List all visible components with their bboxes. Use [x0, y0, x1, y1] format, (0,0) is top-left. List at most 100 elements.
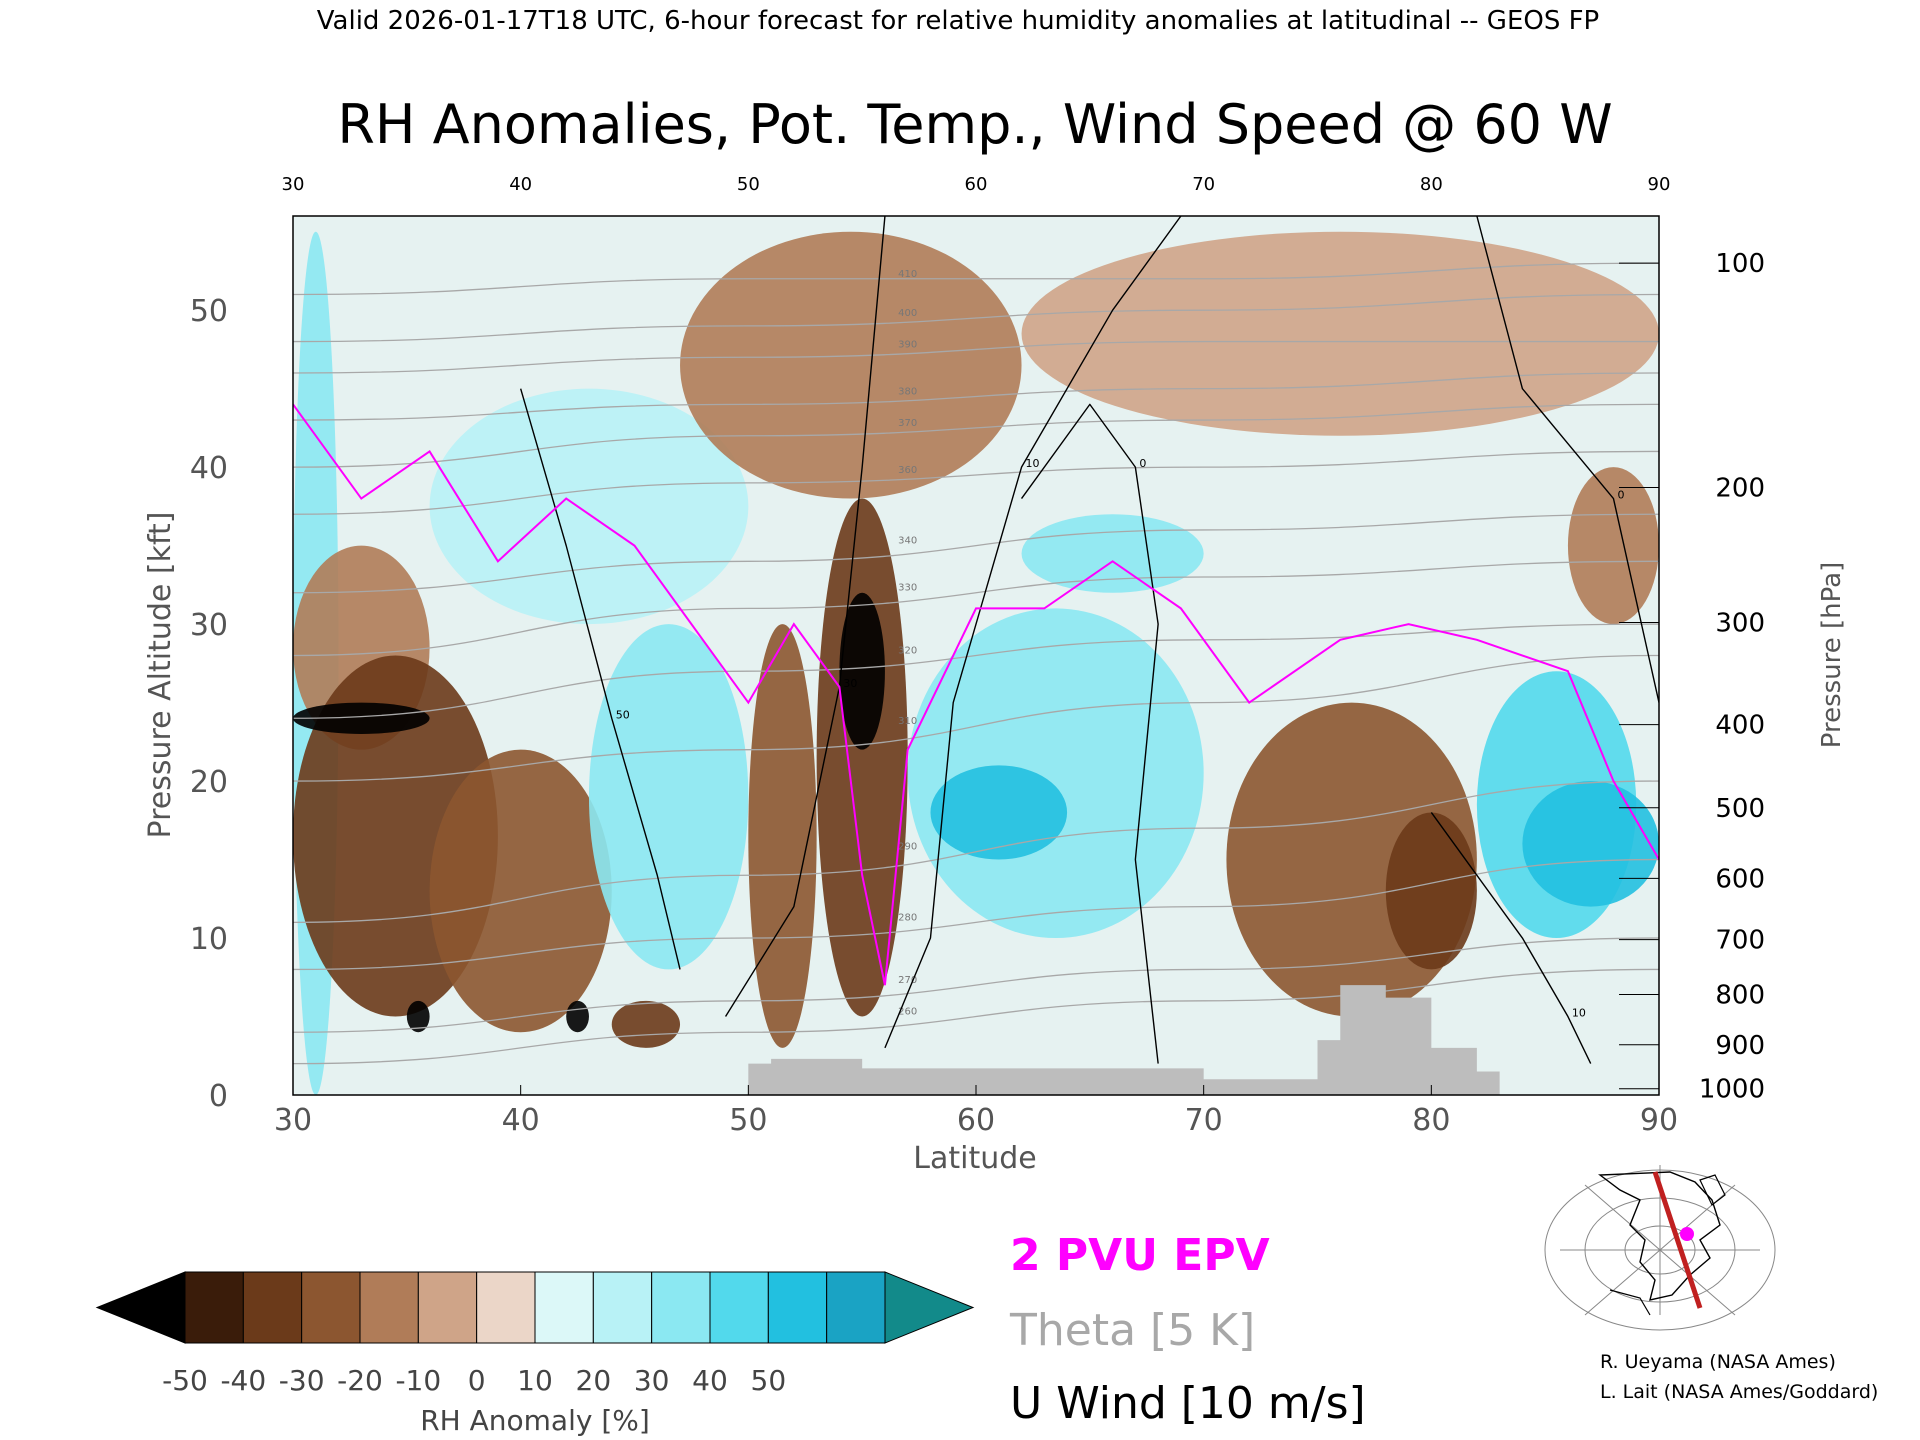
pressure-tick-label: 1000	[1699, 1075, 1765, 1105]
y-tick-label: 40	[190, 451, 228, 486]
rh-anomaly-region	[680, 231, 1022, 499]
theta-contour-line	[293, 780, 1659, 923]
rh-anomaly-region	[1567, 467, 1659, 625]
x-axis-ticks: 30 40 50 60 70 80 90	[274, 1085, 1678, 1138]
u-wind-contour-label: 30	[843, 677, 857, 690]
u-wind-contour-line	[1020, 403, 1159, 1064]
theta-contour-label: 340	[898, 536, 917, 547]
x-axis-label: Latitude	[913, 1141, 1036, 1176]
y-tick-label: 30	[190, 608, 228, 643]
pressure-tick-label: 700	[1715, 926, 1765, 956]
rh-anomaly-region	[429, 749, 612, 1033]
rh-anomaly-region	[1522, 781, 1659, 907]
pressure-tick-label: 200	[1715, 474, 1765, 504]
theta-contour-label: 280	[898, 912, 917, 923]
top-tick-label: 50	[737, 174, 760, 195]
x-tick-label: 70	[1185, 1103, 1223, 1138]
colorbar-tick-label: 40	[692, 1364, 728, 1397]
colorbar-tick-label: -20	[337, 1364, 383, 1397]
pressure-tick-label: 300	[1715, 609, 1765, 639]
colorbar-tick-label: -50	[162, 1364, 208, 1397]
colorbar-swatch	[301, 1271, 361, 1344]
theta-contour-line	[293, 262, 1659, 296]
colorbar-low-extension	[95, 1271, 186, 1344]
cross-section-line	[1652, 1171, 1703, 1309]
theta-contour-line	[293, 293, 1659, 343]
u-wind-contour-label: 10	[1572, 1007, 1586, 1020]
y-axis-ticks: 0 10 20 30 40 50	[190, 294, 228, 1114]
u-wind-contour-label: 0	[1617, 489, 1624, 502]
colorbar-tick-label: 50	[751, 1364, 787, 1397]
theta-contour-line	[293, 623, 1659, 719]
y-axis-label: Pressure Altitude [kft]	[143, 512, 178, 839]
colorbar-swatch	[534, 1271, 594, 1344]
rh-anomaly-region	[816, 498, 908, 1017]
credit-line-1: R. Ueyama (NASA Ames)	[1600, 1351, 1836, 1373]
colorbar-swatch	[709, 1271, 769, 1344]
theta-contour-line	[293, 858, 1659, 971]
theta-contour-line	[293, 513, 1659, 594]
colorbar-label: RH Anomaly [%]	[420, 1404, 650, 1437]
theta-contour-line	[293, 403, 1659, 468]
epv-2pvu-line	[293, 403, 1659, 986]
legend-theta: Theta [5 K]	[1009, 1305, 1255, 1356]
colorbar-swatch	[359, 1271, 419, 1344]
theta-contour-label: 400	[898, 308, 917, 319]
colorbar-tick-label: 0	[468, 1364, 486, 1397]
theta-contour-line	[293, 372, 1659, 421]
colorbar-swatch	[826, 1271, 886, 1344]
x-tick-label: 30	[274, 1103, 312, 1138]
colorbar-swatch	[184, 1271, 244, 1344]
u-wind-contour-label: 50	[616, 708, 630, 721]
y-tick-label: 10	[190, 922, 228, 957]
theta-contour-label: 270	[898, 975, 917, 986]
rh-anomaly-region	[611, 1000, 681, 1048]
colorbar-swatch	[592, 1271, 653, 1344]
theta-contour-line	[293, 340, 1659, 374]
x-tick-label: 40	[502, 1103, 540, 1138]
top-tick-label: 70	[1192, 174, 1215, 195]
header-title: Valid 2026-01-17T18 UTC, 6-hour forecast…	[317, 6, 1599, 36]
top-latitude-ticks: 30 40 50 60 70 80 90	[282, 174, 1671, 195]
theta-contour-label: 360	[898, 465, 917, 476]
theta-contour-line	[293, 968, 1659, 1065]
u-wind-contour-label: 0	[1139, 457, 1146, 470]
theta-contour-line	[293, 450, 1659, 515]
pressure-tick-label: 600	[1715, 864, 1765, 894]
theta-contour-label: 410	[898, 269, 917, 280]
cross-section-point	[1680, 1227, 1694, 1241]
rh-anomaly-field	[293, 231, 1659, 1095]
theta-contour-label: 310	[898, 716, 917, 727]
rh-anomaly-region	[1021, 231, 1659, 436]
theta-contour-label: 320	[898, 646, 917, 657]
u-wind-contour-label: 10	[1026, 457, 1040, 470]
pressure-tick-label: 800	[1715, 981, 1765, 1011]
theta-contours: 260 270 280 290 310 320 330 340 360 370 380 390 400 4…	[293, 262, 1659, 1065]
colorbar-tick-label: -40	[220, 1364, 266, 1397]
rh-anomaly-region	[1385, 812, 1477, 970]
colorbar-swatch	[651, 1271, 711, 1344]
u-wind-contour-line	[884, 216, 1182, 1049]
theta-contour-line	[293, 937, 1659, 1033]
x-tick-label: 50	[729, 1103, 767, 1138]
theta-contour-label: 290	[898, 842, 917, 853]
rh-anomaly-region	[748, 624, 817, 1048]
top-tick-label: 90	[1648, 174, 1671, 195]
terrain-mask	[748, 985, 1500, 1095]
rh-anomaly-region	[1021, 514, 1204, 593]
u-wind-contour-line	[1430, 812, 1592, 1064]
x-tick-label: 90	[1640, 1103, 1678, 1138]
rh-anomaly-region	[839, 592, 885, 750]
x-tick-label: 80	[1412, 1103, 1450, 1138]
rh-anomaly-region	[930, 765, 1068, 860]
y-tick-label: 20	[190, 765, 228, 800]
colorbar-swatch	[417, 1271, 478, 1344]
legend-wind: U Wind [10 m/s]	[1010, 1378, 1366, 1429]
theta-contour-label: 260	[898, 1007, 917, 1018]
y-tick-label: 0	[209, 1079, 228, 1114]
plot-area: 260 270 280 290 310 320 330 340 360 370 380 390 400 4…	[292, 215, 1660, 1096]
y-tick-label: 50	[190, 294, 228, 329]
colorbar-tick-label: -10	[395, 1364, 441, 1397]
chart-title: RH Anomalies, Pot. Temp., Wind Speed @ 6…	[337, 93, 1612, 156]
